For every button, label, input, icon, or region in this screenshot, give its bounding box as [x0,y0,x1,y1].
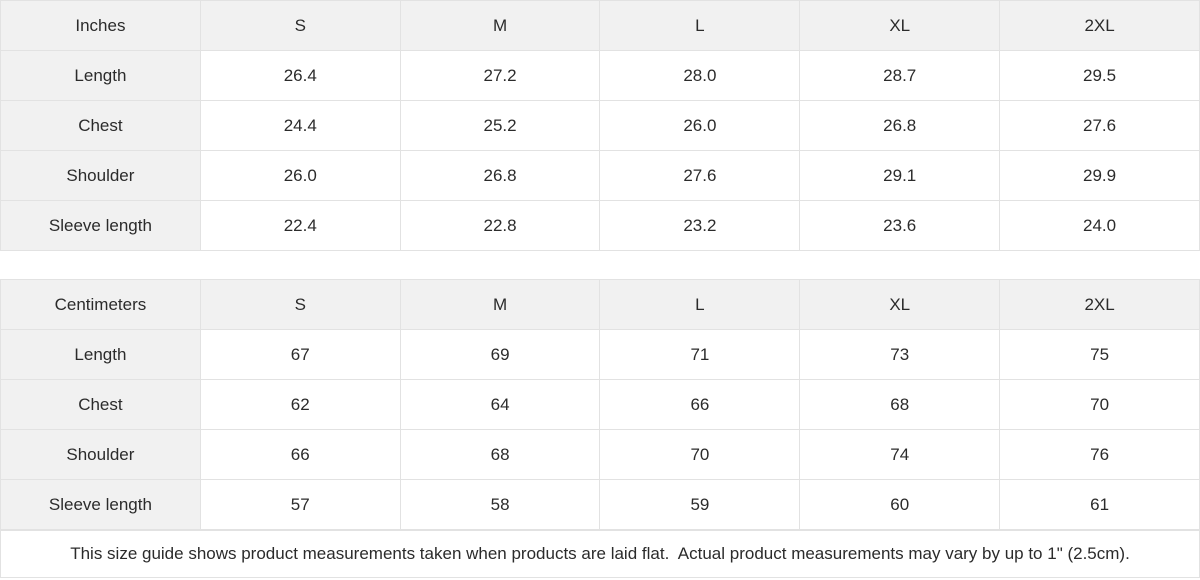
value-cell: 23.2 [599,200,801,251]
value-cell: 57 [199,479,401,530]
value-cell: 22.8 [399,200,601,251]
table-row: Length 26.4 27.2 28.0 28.7 29.5 [0,50,1200,101]
value-cell: 66 [199,429,401,480]
size-header-cell: L [599,0,801,51]
footer-note: This size guide shows product measuremen… [0,530,1200,578]
size-header-cell: S [199,0,401,51]
row-label-cell: Chest [0,379,201,430]
value-cell: 26.8 [799,100,1001,151]
value-cell: 70 [999,379,1200,430]
table-row: Length 67 69 71 73 75 [0,329,1200,380]
value-cell: 71 [599,329,801,380]
value-cell: 60 [799,479,1001,530]
value-cell: 28.7 [799,50,1001,101]
value-cell: 27.6 [999,100,1200,151]
table-row: Chest 62 64 66 68 70 [0,379,1200,430]
value-cell: 22.4 [199,200,401,251]
value-cell: 26.0 [599,100,801,151]
table-row: Shoulder 66 68 70 74 76 [0,429,1200,480]
value-cell: 69 [399,329,601,380]
value-cell: 27.6 [599,150,801,201]
unit-header-cell: Inches [0,0,201,51]
value-cell: 74 [799,429,1001,480]
value-cell: 26.0 [199,150,401,201]
size-table-centimeters: Centimeters S M L XL 2XL Length 67 69 71… [0,279,1200,530]
value-cell: 68 [399,429,601,480]
value-cell: 70 [599,429,801,480]
value-cell: 75 [999,329,1200,380]
value-cell: 27.2 [399,50,601,101]
value-cell: 67 [199,329,401,380]
size-header-cell: L [599,279,801,330]
size-table-inches: Inches S M L XL 2XL Length 26.4 27.2 28.… [0,0,1200,251]
size-header-cell: M [399,0,601,51]
row-label-cell: Shoulder [0,150,201,201]
value-cell: 61 [999,479,1200,530]
size-header-cell: XL [799,0,1001,51]
value-cell: 59 [599,479,801,530]
value-cell: 76 [999,429,1200,480]
value-cell: 23.6 [799,200,1001,251]
value-cell: 26.4 [199,50,401,101]
value-cell: 66 [599,379,801,430]
table-header-row: Centimeters S M L XL 2XL [0,279,1200,330]
value-cell: 73 [799,329,1001,380]
size-header-cell: 2XL [999,279,1200,330]
row-label-cell: Shoulder [0,429,201,480]
value-cell: 24.0 [999,200,1200,251]
value-cell: 58 [399,479,601,530]
value-cell: 29.5 [999,50,1200,101]
value-cell: 25.2 [399,100,601,151]
row-label-cell: Sleeve length [0,479,201,530]
table-row: Shoulder 26.0 26.8 27.6 29.1 29.9 [0,150,1200,201]
value-cell: 26.8 [399,150,601,201]
value-cell: 68 [799,379,1001,430]
table-header-row: Inches S M L XL 2XL [0,0,1200,51]
unit-header-cell: Centimeters [0,279,201,330]
size-header-cell: 2XL [999,0,1200,51]
value-cell: 62 [199,379,401,430]
table-row: Sleeve length 22.4 22.8 23.2 23.6 24.0 [0,200,1200,251]
table-row: Sleeve length 57 58 59 60 61 [0,479,1200,530]
table-gap [0,251,1200,279]
value-cell: 64 [399,379,601,430]
row-label-cell: Sleeve length [0,200,201,251]
row-label-cell: Length [0,50,201,101]
size-header-cell: XL [799,279,1001,330]
size-header-cell: M [399,279,601,330]
value-cell: 29.9 [999,150,1200,201]
table-row: Chest 24.4 25.2 26.0 26.8 27.6 [0,100,1200,151]
value-cell: 28.0 [599,50,801,101]
value-cell: 29.1 [799,150,1001,201]
size-header-cell: S [199,279,401,330]
row-label-cell: Chest [0,100,201,151]
value-cell: 24.4 [199,100,401,151]
row-label-cell: Length [0,329,201,380]
